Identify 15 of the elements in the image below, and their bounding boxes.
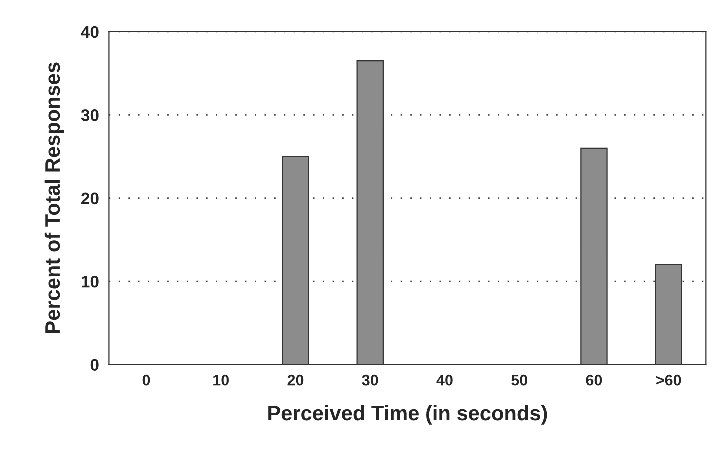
y-tick-label: 10	[82, 276, 99, 288]
x-tick-label: >60	[656, 374, 682, 386]
x-tick-label: 50	[512, 374, 528, 386]
y-tick-label: 0	[90, 359, 99, 372]
y-tick-label: 40	[81, 26, 99, 38]
x-tick-label: 60	[586, 374, 602, 386]
y-axis-title: Percent of Total Responses	[44, 62, 64, 334]
x-tick-label: 10	[214, 374, 229, 386]
x-tick-label: 20	[288, 374, 304, 386]
x-tick-label: 30	[362, 374, 378, 386]
y-tick-label: 20	[82, 192, 99, 205]
x-axis-title: Perceived Time (in seconds)	[268, 405, 548, 425]
x-tick-label: 0	[142, 374, 150, 386]
y-tick-label: 30	[81, 110, 99, 122]
x-tick-label: 40	[436, 374, 453, 386]
